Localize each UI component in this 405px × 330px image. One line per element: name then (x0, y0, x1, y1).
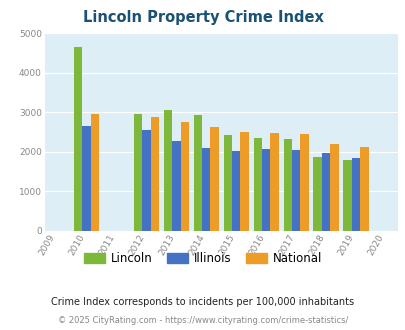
Bar (202, 148, 210, 231)
Bar (142, 130, 150, 231)
Bar (351, 158, 359, 231)
Text: © 2025 CityRating.com - https://www.cityrating.com/crime-statistics/: © 2025 CityRating.com - https://www.city… (58, 316, 347, 325)
Bar (82, 126, 91, 231)
Bar (343, 160, 351, 231)
Bar (291, 150, 300, 231)
Bar (283, 139, 291, 231)
Bar (74, 47, 82, 231)
Bar (261, 149, 270, 231)
Bar (210, 127, 218, 231)
Bar (300, 134, 308, 231)
Bar (91, 114, 99, 231)
Bar (172, 141, 180, 231)
Bar (150, 117, 159, 231)
Bar (193, 115, 202, 231)
Text: Crime Index corresponds to incidents per 100,000 inhabitants: Crime Index corresponds to incidents per… (51, 297, 354, 307)
Bar (180, 122, 188, 231)
Bar (329, 145, 338, 231)
Bar (240, 132, 248, 231)
Bar (163, 110, 172, 231)
Bar (313, 157, 321, 231)
Bar (134, 114, 142, 231)
Bar (253, 138, 261, 231)
Bar (232, 151, 240, 231)
Bar (359, 147, 368, 231)
Text: Lincoln Property Crime Index: Lincoln Property Crime Index (82, 10, 323, 25)
Bar (321, 153, 329, 231)
Legend: Lincoln, Illinois, National: Lincoln, Illinois, National (79, 247, 326, 270)
Bar (270, 133, 278, 231)
Bar (223, 135, 232, 231)
